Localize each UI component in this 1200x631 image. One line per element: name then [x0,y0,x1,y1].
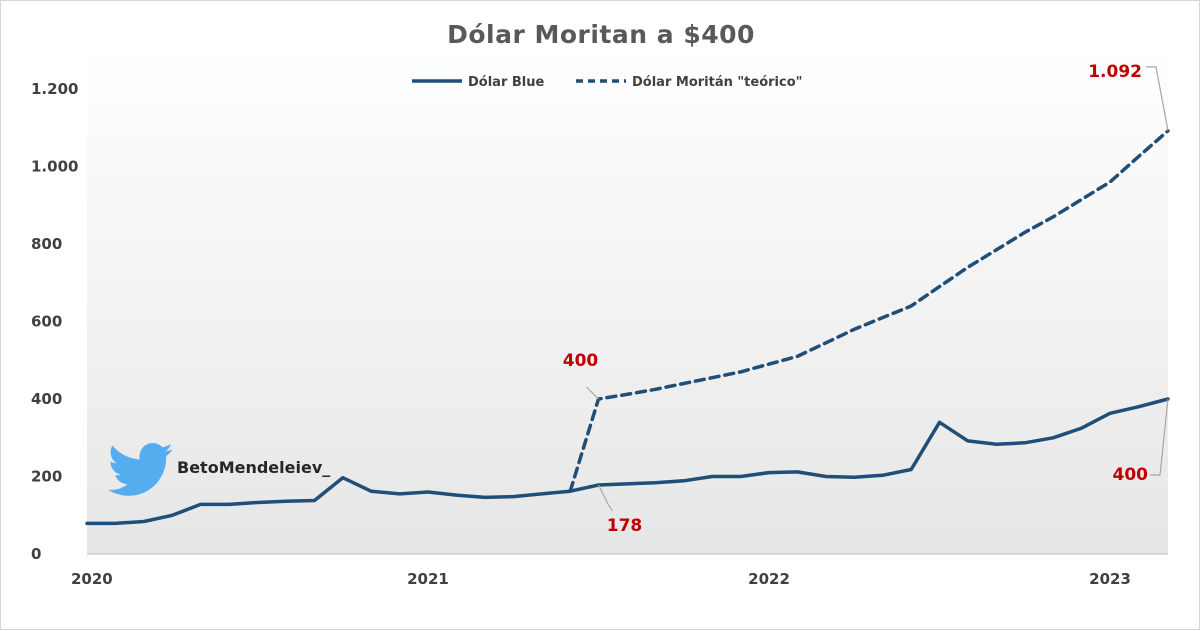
x-tick-label: 2021 [407,570,449,588]
x-tick-label: 2022 [748,570,790,588]
y-tick-label: 600 [31,313,62,331]
annotation-label: 178 [607,516,643,536]
y-tick-label: 1.200 [31,80,78,98]
x-tick-label: 2020 [71,570,113,588]
annotation-leader [586,386,599,400]
annotation-label: 400 [563,351,599,371]
twitter-bird-icon [108,443,173,496]
legend-label-blue: Dólar Blue [468,75,545,90]
legend-label-moritan: Dólar Moritán "teórico" [632,75,802,90]
plot-area [87,49,1168,554]
series-line-dolar-moritan [568,129,1170,493]
chart-title: Dólar Moritan a $400 [447,20,755,49]
y-axis: 0 200 400 600 800 1.000 1.200 [31,80,78,563]
annotation-label: 1.092 [1088,62,1142,82]
annotation-label: 400 [1113,465,1149,485]
legend: Dólar Blue Dólar Moritán "teórico" [412,75,802,90]
annotation-leader [1150,398,1169,476]
series-layer [85,129,1170,526]
watermark: BetoMendeleiev_ [108,443,330,496]
annotation-leader [1146,66,1169,131]
annotations: 400 178 1.092 400 [563,62,1169,536]
x-axis: 2020 2021 2022 2023 [71,553,1168,588]
annotation-leader [597,484,614,512]
y-tick-label: 400 [31,390,62,408]
y-tick-label: 0 [31,545,41,563]
y-tick-label: 200 [31,468,62,486]
y-tick-label: 800 [31,235,62,253]
x-tick-label: 2023 [1089,570,1131,588]
twitter-handle: BetoMendeleiev_ [177,458,330,477]
series-line-dolar-blue [85,397,1170,526]
y-tick-label: 1.000 [31,158,78,176]
